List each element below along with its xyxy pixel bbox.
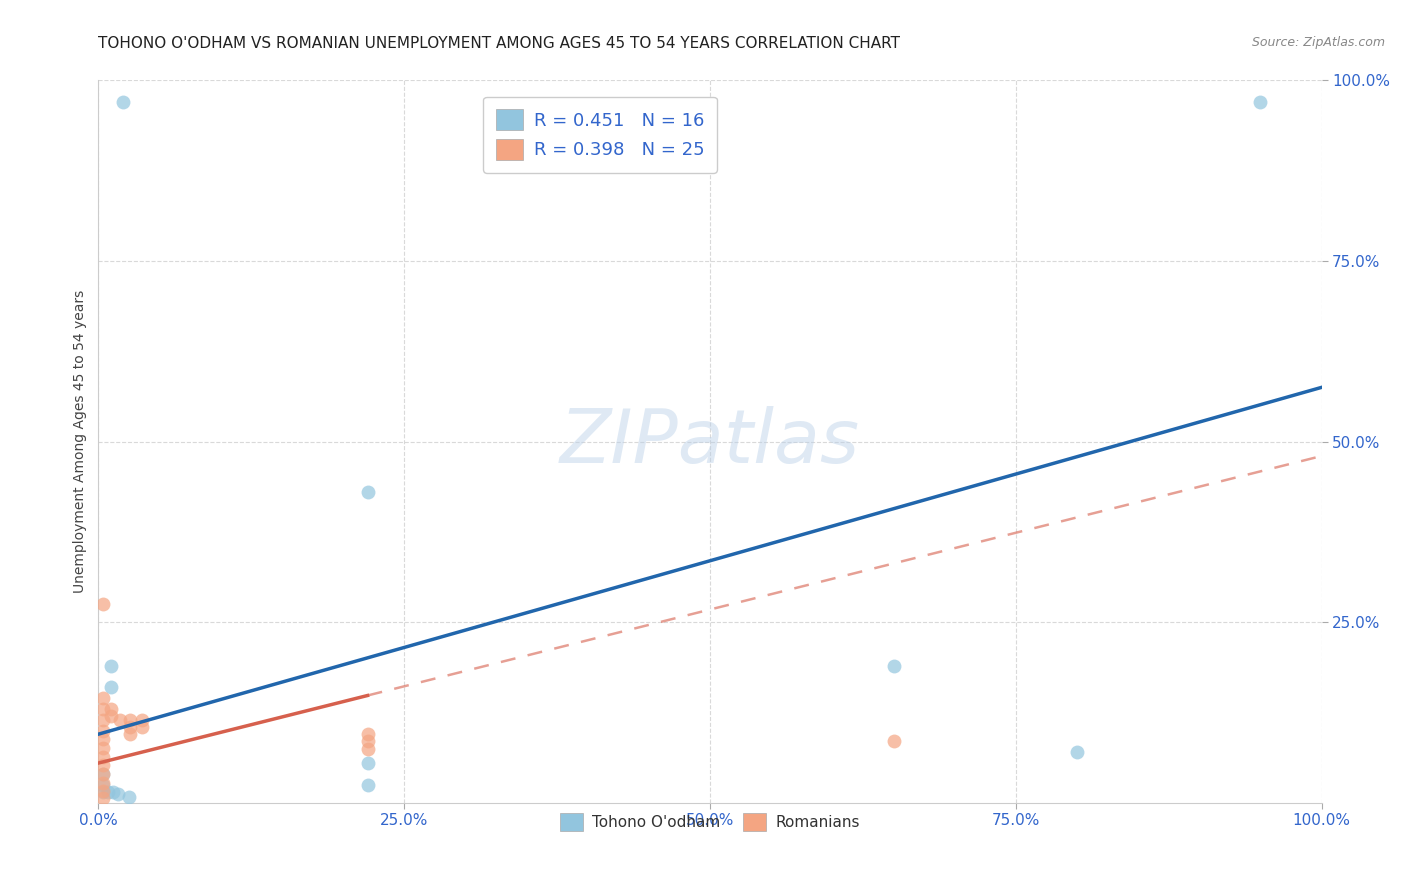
Point [356,756,378,770]
Point [356,485,378,500]
Point [883,658,905,673]
Point [356,727,378,741]
Point [120,713,142,727]
Point [91,785,114,799]
Point [91,732,114,747]
Point [118,790,141,805]
Point [91,791,114,805]
Point [91,767,114,781]
Point [91,775,114,789]
Point [356,778,378,792]
Point [91,758,114,772]
Point [107,787,129,801]
Point [97,785,120,799]
Point [100,702,122,716]
Y-axis label: Unemployment Among Ages 45 to 54 years: Unemployment Among Ages 45 to 54 years [73,290,87,593]
Point [91,740,114,755]
Point [1066,745,1088,759]
Point [91,597,114,611]
Point [356,741,378,756]
Point [131,720,153,734]
Point [91,767,114,781]
Point [91,749,114,764]
Point [91,713,114,727]
Point [100,680,122,694]
Point [356,734,378,748]
Point [100,709,122,723]
Point [883,734,905,748]
Text: Source: ZipAtlas.com: Source: ZipAtlas.com [1251,36,1385,49]
Point [1249,95,1271,109]
Point [91,723,114,738]
Point [120,727,142,741]
Point [120,720,142,734]
Point [101,785,124,799]
Point [100,658,122,673]
Point [91,691,114,706]
Text: ZIPatlas: ZIPatlas [560,406,860,477]
Point [111,95,134,109]
Legend: Tohono O'odham, Romanians: Tohono O'odham, Romanians [553,805,868,838]
Point [91,778,114,792]
Point [110,713,132,727]
Point [91,702,114,716]
Text: TOHONO O'ODHAM VS ROMANIAN UNEMPLOYMENT AMONG AGES 45 TO 54 YEARS CORRELATION CH: TOHONO O'ODHAM VS ROMANIAN UNEMPLOYMENT … [98,36,900,51]
Point [91,784,114,798]
Point [131,713,153,727]
